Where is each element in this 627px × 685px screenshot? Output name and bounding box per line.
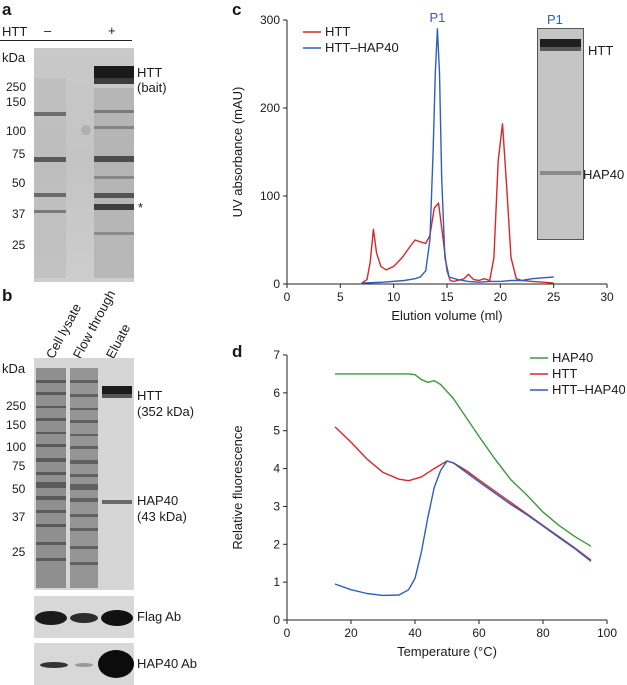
gel-a-image [34, 48, 134, 282]
y-tick-label: 7 [273, 348, 280, 362]
htt-bait-label-sub: (bait) [137, 80, 167, 95]
legend-entry: HAP40 [552, 350, 593, 365]
y-tick-label: 6 [273, 386, 280, 400]
y-tick-label: 200 [260, 101, 280, 115]
marker-label: 250 [6, 399, 27, 413]
y-tick-label: 1 [273, 575, 280, 589]
panel-d-letter: d [232, 342, 243, 361]
htt-lane-header: HTT [2, 24, 28, 39]
inset-p1-label: P1 [547, 12, 563, 27]
marker-label: 37 [12, 207, 26, 221]
x-tick-label: 0 [284, 290, 291, 304]
x-tick-label: 20 [494, 290, 508, 304]
x-tick-label: 30 [600, 290, 614, 304]
hap40-size-label: HAP40 [137, 493, 179, 508]
htt-size-label-sub: (352 kDa) [137, 404, 195, 419]
inset-hap40-label: HAP40 [583, 167, 625, 182]
hap40-size-label-sub: (43 kDa) [137, 509, 187, 524]
panel-a-letter: a [2, 0, 12, 19]
y-tick-label: 0 [273, 277, 280, 291]
y-axis-label: Relative fluorescence [230, 425, 245, 549]
flag-ab-label: Flag Ab [137, 609, 182, 624]
legend-entry: HTT [552, 366, 577, 381]
inset-htt-label: HTT [588, 43, 614, 58]
marker-label: 75 [12, 147, 26, 161]
lane-label-eluate: Eluate [102, 321, 134, 361]
panel-b-kda-label: kDa [2, 361, 26, 376]
x-tick-label: 5 [337, 290, 344, 304]
legend-entry: HTT–HAP40 [325, 40, 399, 55]
asterisk-marker: * [138, 200, 144, 215]
y-tick-label: 2 [273, 537, 280, 551]
hap40-ab-blot [34, 643, 134, 685]
panel-c-letter: c [232, 0, 242, 19]
inset-gel [537, 28, 584, 240]
marker-label: 75 [12, 459, 26, 473]
lane-plus-label: + [108, 23, 116, 38]
y-tick-label: 5 [273, 424, 280, 438]
hap40-ab-label: HAP40 Ab [137, 656, 197, 671]
marker-label: 150 [6, 95, 27, 109]
peak-label-p1: P1 [429, 10, 445, 25]
marker-label: 250 [6, 80, 27, 94]
marker-label: 50 [12, 482, 26, 496]
y-tick-label: 4 [273, 462, 280, 476]
series-line-htt-hap40 [361, 28, 554, 284]
panel-a-kda-label: kDa [2, 50, 26, 65]
marker-label: 100 [6, 124, 27, 138]
x-tick-label: 80 [536, 626, 550, 640]
chart-d-thermal: 0 20 40 60 80 100 0 1 2 3 4 5 6 7 Temperature (°C) Rela… [230, 348, 625, 659]
x-tick-label: 10 [387, 290, 401, 304]
panel-b-letter: b [2, 286, 13, 305]
x-axis-label: Temperature (°C) [397, 644, 497, 659]
marker-label: 150 [6, 418, 27, 432]
gel-b-image [34, 358, 134, 590]
x-tick-label: 25 [547, 290, 561, 304]
lane-header-rule [0, 40, 132, 41]
legend-entry: HTT [325, 24, 350, 39]
marker-label: 50 [12, 176, 26, 190]
legend-entry: HTT–HAP40 [552, 382, 625, 397]
x-tick-label: 15 [440, 290, 454, 304]
htt-size-label: HTT [137, 388, 163, 403]
marker-label: 37 [12, 510, 26, 524]
series-line-htt [361, 123, 554, 284]
x-tick-label: 20 [344, 626, 358, 640]
lane-minus-label: – [44, 23, 52, 38]
x-tick-label: 0 [284, 626, 291, 640]
y-tick-label: 3 [273, 499, 280, 513]
x-tick-label: 100 [597, 626, 617, 640]
marker-label: 25 [12, 238, 26, 252]
y-tick-label: 100 [260, 189, 280, 203]
flag-ab-blot [34, 596, 134, 638]
marker-label: 25 [12, 545, 26, 559]
series-line-hap40 [335, 373, 592, 547]
y-tick-label: 300 [260, 13, 280, 27]
series-line-htt-hap40 [334, 460, 592, 597]
marker-label: 100 [6, 440, 27, 454]
x-axis-label: Elution volume (ml) [391, 308, 502, 323]
y-axis-label: UV absorbance (mAU) [230, 87, 245, 218]
x-tick-label: 60 [472, 626, 486, 640]
y-tick-label: 0 [273, 613, 280, 627]
series-line-htt [334, 426, 592, 561]
htt-bait-label: HTT [137, 65, 163, 80]
x-tick-label: 40 [408, 626, 422, 640]
